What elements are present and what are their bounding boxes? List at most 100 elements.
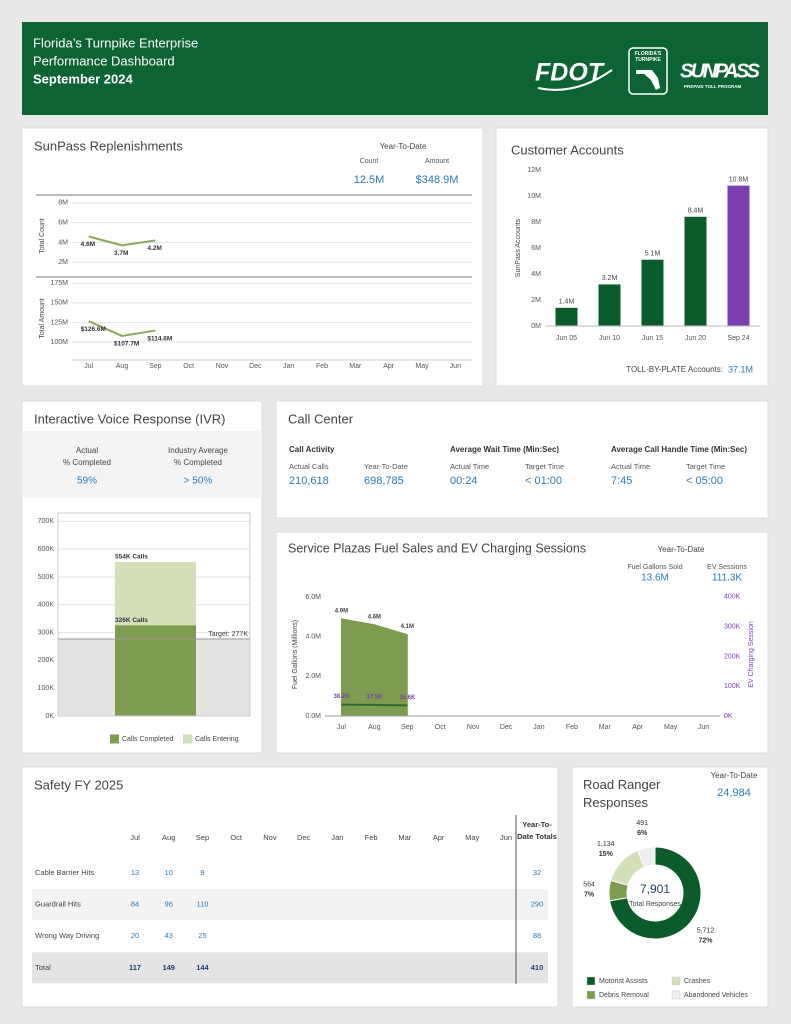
- kpi-value: > 50%: [184, 476, 213, 487]
- cell-value: 149: [162, 963, 175, 972]
- data-label: 491: [636, 820, 648, 827]
- data-label: 35.6K: [399, 695, 416, 701]
- panel-title: Service Plazas Fuel Sales and EV Chargin…: [288, 541, 586, 555]
- y-tick-label: 100K: [38, 685, 55, 692]
- y-tick-label: 6M: [531, 245, 541, 252]
- data-label: 4.1M: [401, 624, 414, 630]
- kpi-label: Amount: [425, 158, 449, 165]
- kpi-label: EV Sessions: [707, 564, 747, 571]
- x-tick-label: Sep: [401, 724, 414, 731]
- column-header: Aug: [162, 833, 175, 842]
- data-label: 8.4M: [688, 208, 704, 215]
- column-header: Feb: [365, 833, 378, 842]
- legend-label: Motorist Assists: [599, 978, 648, 985]
- x-tick-label: Apr: [383, 363, 395, 370]
- florida-shape: [636, 70, 660, 90]
- data-label: 3.2M: [602, 275, 618, 282]
- y-tick-label: 175M: [50, 280, 68, 287]
- x-tick-label: Apr: [632, 724, 644, 731]
- bar: [555, 307, 578, 326]
- kpi-value: 59%: [77, 476, 97, 487]
- column-header: Jul: [130, 833, 140, 842]
- series-line: [88, 320, 156, 337]
- cell-value: 20: [131, 931, 139, 940]
- kpi-label: Actual Time: [450, 462, 489, 471]
- x-tick-label: Aug: [368, 724, 381, 731]
- kpi-label: Fuel Gallons Sold: [627, 564, 682, 571]
- panel-title: SunPass Replenishments: [34, 138, 183, 153]
- group-title: Average Call Handle Time (Min:Sec): [611, 445, 747, 454]
- sunpass-logo: SUNPASS: [680, 60, 761, 82]
- panel-title: Call Center: [288, 411, 354, 426]
- column-header: May: [465, 833, 479, 842]
- kpi-value: 12.5M: [354, 174, 385, 186]
- legend-swatch: [586, 990, 596, 1000]
- axis-title: Total Amount: [39, 298, 46, 339]
- kpi-value: $348.9M: [416, 174, 459, 186]
- bar: [115, 625, 196, 716]
- legend-label: Calls Entering: [195, 736, 239, 743]
- series-line: [88, 235, 156, 247]
- kpi-value: 37.1M: [728, 364, 753, 374]
- panel-title: Customer Accounts: [511, 142, 624, 157]
- cell-value: 43: [165, 931, 173, 940]
- x-tick-label: Jun 05: [556, 335, 577, 342]
- x-tick-label: Sep 24: [727, 335, 749, 342]
- fdot-swoosh: [537, 69, 613, 91]
- x-tick-label: Jun: [450, 363, 461, 370]
- kpi-value: < 01:00: [525, 475, 562, 487]
- y-tick-label: 8M: [531, 219, 541, 226]
- y-tick-label: 125M: [50, 319, 68, 326]
- data-label: 326K Calls: [115, 617, 148, 624]
- column-header: Nov: [263, 833, 277, 842]
- panel-road-ranger: [571, 766, 769, 1008]
- data-label: 4.6M: [81, 241, 95, 248]
- x-tick-label: May: [664, 724, 678, 731]
- y-tick-label: 12M: [527, 167, 541, 174]
- column-header-box: Year-To-Date Totals: [517, 820, 557, 841]
- kpi-label: Actual Calls: [289, 462, 329, 471]
- turnpike-logo: FLORIDA'S TURNPIKE: [634, 51, 662, 63]
- data-label: 1.4M: [559, 299, 575, 306]
- turnpike-logo-frame: [628, 47, 668, 95]
- bar: [727, 185, 750, 326]
- y-tick-label: 4M: [58, 239, 68, 246]
- column-header: Apr: [433, 833, 445, 842]
- cell-value: 9: [200, 868, 204, 877]
- cell-value: 25: [198, 931, 206, 940]
- y-tick-label: 8M: [58, 200, 68, 207]
- cell-total: 290: [531, 900, 544, 909]
- x-tick-label: Nov: [216, 363, 229, 370]
- donut-slice: [636, 846, 656, 868]
- series-line: [341, 703, 408, 707]
- kpi-label: Year-To-Date: [364, 462, 408, 471]
- x-tick-label: Mar: [349, 363, 362, 370]
- data-label: 15%: [599, 851, 614, 858]
- turnpike-logo-box: FLORIDA'S TURNPIKE: [634, 51, 662, 63]
- x-tick-label: Jan: [533, 724, 544, 731]
- x-tick-label: Dec: [249, 363, 262, 370]
- data-label: 5.1M: [645, 251, 661, 258]
- data-label: $107.7M: [114, 341, 139, 348]
- y-tick-label: 150M: [50, 300, 68, 307]
- data-label: 7%: [584, 891, 595, 898]
- x-tick-label: Jun 15: [642, 335, 663, 342]
- kpi-value: 111.3K: [712, 573, 743, 584]
- fdot-logo: FDOT: [535, 59, 606, 87]
- cell-value: 13: [131, 868, 139, 877]
- kpi-label: TOLL-BY-PLATE Accounts:: [626, 365, 723, 374]
- panel-title: Safety FY 2025: [34, 777, 123, 792]
- sunpass-tagline: PREPAID TOLL PROGRAM: [684, 84, 742, 89]
- kpi-label: Count: [360, 158, 379, 165]
- data-label: 5,712: [697, 927, 715, 934]
- data-label: $114.6M: [147, 335, 172, 342]
- panel-title-box: Road Ranger Responses: [583, 777, 661, 810]
- panel-title: Road Ranger Responses: [583, 777, 661, 810]
- header-title: Florida’s Turnpike Enterprise: [33, 35, 198, 50]
- y-tick-label: 200K: [38, 657, 55, 664]
- kpi-label: % Completed: [174, 458, 222, 467]
- kpi-value: 698,785: [364, 475, 404, 487]
- ytd-label: Year-To-Date: [380, 142, 427, 151]
- cell-value: 10: [165, 868, 173, 877]
